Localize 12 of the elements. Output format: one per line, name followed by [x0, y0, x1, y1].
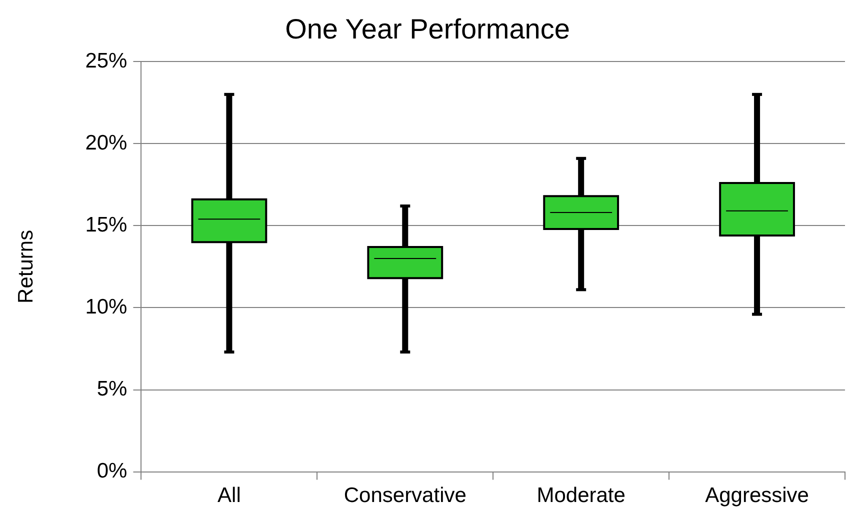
x-tick-label: Aggressive	[705, 484, 809, 508]
x-tick-label: Moderate	[536, 484, 626, 508]
y-tick-label: 0%	[96, 460, 128, 483]
y-tick-label: 20%	[85, 131, 128, 154]
y-tick-label: 10%	[85, 296, 128, 319]
y-tick-label: 25%	[85, 49, 128, 72]
y-axis-title: Returns	[14, 230, 38, 304]
y-tick-label: 5%	[96, 378, 128, 401]
chart-title: One Year Performance	[285, 14, 570, 45]
x-tick-label: All	[218, 484, 241, 508]
y-tick-label: 15%	[85, 213, 128, 236]
x-tick-label: Conservative	[344, 484, 466, 508]
